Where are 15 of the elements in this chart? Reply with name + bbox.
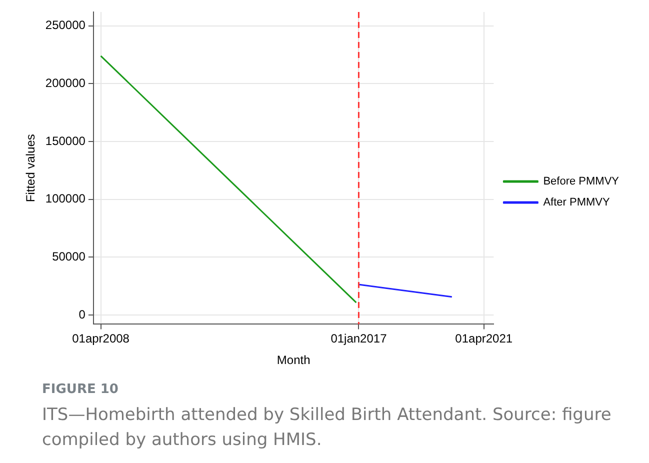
y-tick-label: 150000: [45, 134, 86, 148]
y-tick-label: 50000: [52, 249, 86, 264]
legend-label: Before PMMVY: [543, 176, 620, 188]
x-tick-label: 01jan2017: [330, 332, 388, 346]
y-tick-label: 250000: [45, 18, 86, 32]
y-axis-title: Fitted values: [24, 134, 38, 202]
x-tick-label: 01apr2008: [72, 332, 130, 346]
x-axis-title: Month: [276, 353, 310, 368]
y-tick-label: 100000: [45, 192, 86, 206]
y-tick-label: 0: [78, 307, 86, 322]
legend-label: After PMMVY: [543, 196, 610, 209]
caption: FIGURE 10: [42, 382, 120, 397]
y-tick-label: 200000: [45, 76, 86, 90]
x-tick-label: 01apr2021: [455, 332, 513, 346]
text: ITS—Homebirth attended by Skilled Birth Attendant. Source: figure compiled by authors using HMIS.: [42, 404, 612, 452]
